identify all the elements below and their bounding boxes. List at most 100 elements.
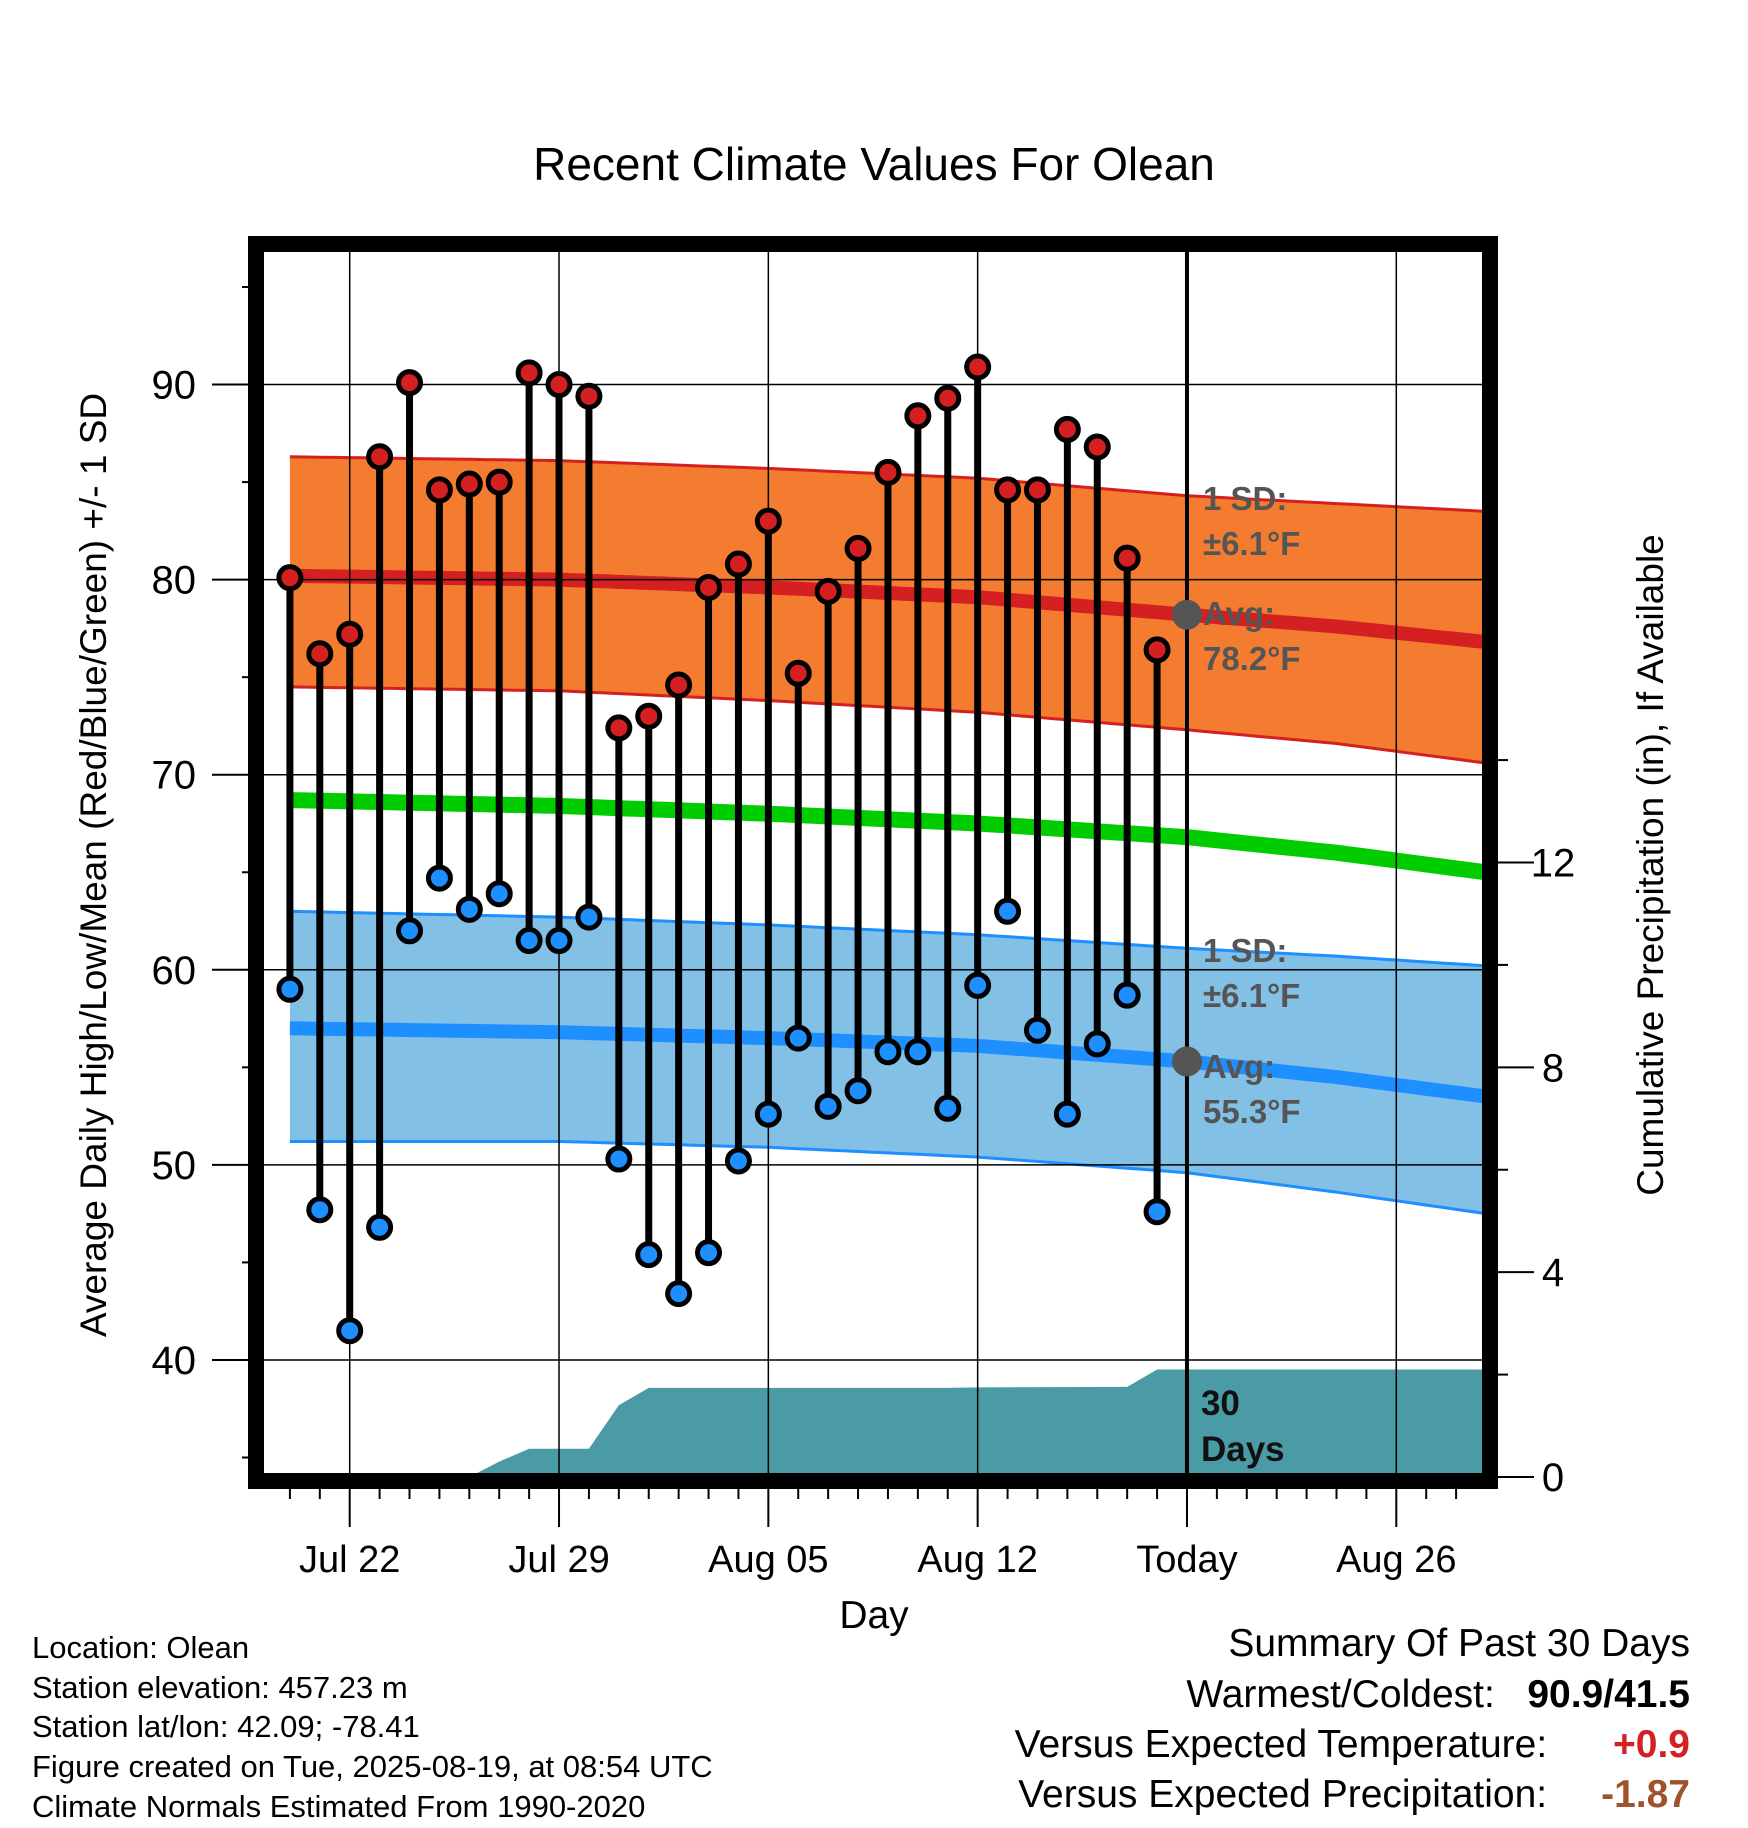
high-point bbox=[306, 640, 334, 668]
high-sd-label: 1 SD: bbox=[1203, 480, 1287, 517]
right-axis-label: Cumulative Precipitation (in), If Availa… bbox=[1630, 534, 1671, 1196]
low-point bbox=[904, 1038, 932, 1066]
summary-precip-value: -1.87 bbox=[1601, 1773, 1690, 1816]
low-point bbox=[964, 971, 992, 999]
left-tick-label: 60 bbox=[152, 949, 197, 993]
low-point bbox=[874, 1038, 902, 1066]
high-point bbox=[665, 671, 693, 699]
high-sd-value: ±6.1°F bbox=[1203, 525, 1300, 562]
high-point bbox=[964, 353, 992, 381]
low-avg-value: 55.3°F bbox=[1203, 1093, 1301, 1130]
low-point bbox=[425, 864, 453, 892]
low-point bbox=[844, 1077, 872, 1105]
low-point bbox=[695, 1239, 723, 1267]
high-point bbox=[724, 550, 752, 578]
high-point bbox=[1083, 433, 1111, 461]
high-point bbox=[784, 659, 812, 687]
x-tick-label: Jul 29 bbox=[508, 1539, 609, 1581]
low-point bbox=[1143, 1198, 1171, 1226]
right-tick-label: 12 bbox=[1531, 842, 1576, 886]
left-tick-label: 40 bbox=[152, 1339, 197, 1383]
precip-days-unit: Days bbox=[1201, 1430, 1285, 1469]
chart-title: Recent Climate Values For Olean bbox=[533, 138, 1215, 190]
low-point bbox=[635, 1241, 663, 1269]
low-point bbox=[276, 975, 304, 1003]
plot-area: 1 SD: ±6.1°F Avg: 78.2°F 1 SD: ±6.1°F Avg: 55.3… bbox=[152, 236, 1576, 1581]
high-point bbox=[994, 476, 1022, 504]
summary-precip-label: Versus Expected Precipitation: bbox=[1018, 1773, 1548, 1816]
low-sd-label: 1 SD: bbox=[1203, 932, 1287, 969]
info-created: Figure created on Tue, 2025-08-19, at 08… bbox=[32, 1749, 713, 1784]
low-point bbox=[1083, 1030, 1111, 1058]
summary-temp-label: Versus Expected Temperature: bbox=[1014, 1723, 1548, 1766]
summary-title: Summary Of Past 30 Days bbox=[1228, 1622, 1690, 1665]
low-point bbox=[336, 1317, 364, 1345]
left-tick-label: 70 bbox=[152, 754, 197, 798]
low-point bbox=[605, 1145, 633, 1173]
today-low-avg-marker bbox=[1171, 1046, 1202, 1077]
high-point bbox=[1143, 636, 1171, 664]
high-point bbox=[455, 470, 483, 498]
low-point bbox=[485, 880, 513, 908]
right-tick-label: 4 bbox=[1542, 1251, 1564, 1295]
info-normals: Climate Normals Estimated From 1990-2020 bbox=[32, 1789, 646, 1824]
summary-temp: Versus Expected Temperature: +0.9 bbox=[1015, 1723, 1690, 1767]
low-point bbox=[754, 1100, 782, 1128]
low-point bbox=[934, 1094, 962, 1122]
info-location: Location: Olean bbox=[32, 1630, 250, 1665]
low-point bbox=[545, 927, 573, 955]
high-point bbox=[366, 443, 394, 471]
summary-precip: Versus Expected Precipitation: -1.87 bbox=[1018, 1773, 1690, 1817]
left-tick-label: 80 bbox=[152, 559, 197, 603]
high-point bbox=[754, 507, 782, 535]
low-point bbox=[1113, 981, 1141, 1009]
x-tick-label: Today bbox=[1136, 1539, 1237, 1581]
x-tick-label: Aug 05 bbox=[708, 1539, 828, 1581]
summary-warmest-value: 90.9/41.5 bbox=[1527, 1673, 1690, 1716]
high-point bbox=[485, 468, 513, 496]
right-tick-label: 8 bbox=[1542, 1046, 1564, 1090]
high-point bbox=[545, 371, 573, 399]
high-point bbox=[904, 402, 932, 430]
high-point bbox=[605, 714, 633, 742]
high-point bbox=[1113, 544, 1141, 572]
high-point bbox=[575, 382, 603, 410]
low-point bbox=[515, 927, 543, 955]
low-point bbox=[784, 1024, 812, 1052]
x-axis-label: Day bbox=[839, 1594, 909, 1637]
precip-area bbox=[260, 1369, 1486, 1477]
low-point bbox=[306, 1196, 334, 1224]
high-point bbox=[425, 476, 453, 504]
high-point bbox=[814, 577, 842, 605]
high-avg-value: 78.2°F bbox=[1203, 640, 1301, 677]
high-point bbox=[396, 369, 424, 397]
high-avg-label: Avg: bbox=[1203, 595, 1275, 632]
summary-temp-value: +0.9 bbox=[1613, 1723, 1690, 1766]
low-sd-value: ±6.1°F bbox=[1203, 977, 1300, 1014]
info-latlon: Station lat/lon: 42.09; -78.41 bbox=[32, 1709, 420, 1744]
plot-frame bbox=[248, 236, 1498, 1489]
low-point bbox=[366, 1213, 394, 1241]
low-point bbox=[994, 897, 1022, 925]
high-point bbox=[844, 534, 872, 562]
low-point bbox=[575, 903, 603, 931]
left-tick-label: 50 bbox=[152, 1144, 197, 1188]
high-point bbox=[336, 620, 364, 648]
high-point bbox=[695, 573, 723, 601]
high-point bbox=[276, 564, 304, 592]
low-point bbox=[814, 1092, 842, 1120]
low-avg-label: Avg: bbox=[1203, 1048, 1275, 1085]
left-tick-label: 90 bbox=[152, 364, 197, 408]
right-tick-label: 0 bbox=[1542, 1456, 1564, 1500]
low-point bbox=[1053, 1100, 1081, 1128]
low-point bbox=[455, 895, 483, 923]
summary-warmest: Warmest/Coldest: 90.9/41.5 bbox=[1186, 1673, 1690, 1717]
low-point bbox=[1023, 1016, 1051, 1044]
high-point bbox=[934, 384, 962, 412]
low-point bbox=[724, 1147, 752, 1175]
summary-warmest-label: Warmest/Coldest: bbox=[1186, 1673, 1495, 1716]
low-point bbox=[665, 1280, 693, 1308]
x-tick-label: Jul 22 bbox=[299, 1539, 400, 1581]
left-axis-label: Average Daily High/Low/Mean (Red/Blue/Gr… bbox=[73, 393, 114, 1337]
